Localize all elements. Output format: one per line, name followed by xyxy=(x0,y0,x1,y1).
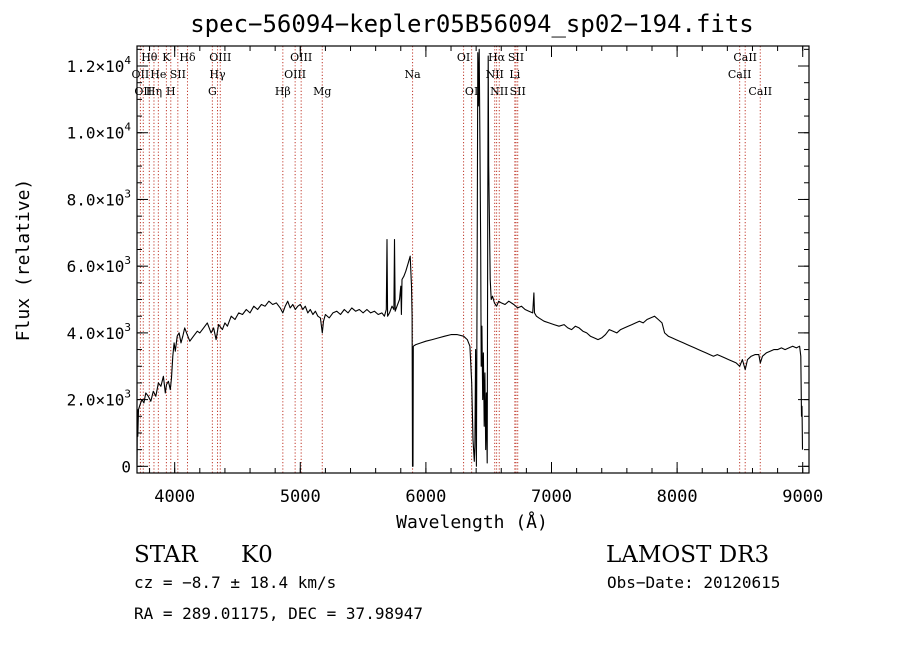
spectral-line-markers xyxy=(139,46,761,473)
line-marker-label-6: H xyxy=(166,85,176,98)
x-tick-label: 5000 xyxy=(280,487,321,507)
y-tick-label: 6.0×103 xyxy=(67,254,131,276)
x-tick-label: 7000 xyxy=(531,487,572,507)
line-marker-label-12: Hβ xyxy=(275,85,291,98)
line-marker-label-20: Hα xyxy=(488,51,506,64)
line-marker-label-26: CaII xyxy=(733,51,757,64)
plot-frame xyxy=(136,45,810,474)
line-marker-label-17: OI xyxy=(457,51,470,64)
y-axis-label: Flux (relative) xyxy=(13,179,34,342)
object-class: STAR xyxy=(134,542,198,568)
line-marker-label-19: NII xyxy=(486,68,504,81)
x-tick-label: 4000 xyxy=(154,487,195,507)
x-axis-label: Wavelength (Å) xyxy=(396,511,548,533)
line-marker-label-8: Hδ xyxy=(179,51,196,64)
line-marker-label-22: Li xyxy=(509,68,520,81)
x-tick-label: 6000 xyxy=(405,487,446,507)
object-subclass: K0 xyxy=(241,542,273,568)
line-marker-label-16: Na xyxy=(404,68,421,81)
line-marker-label-21: NII xyxy=(490,85,508,98)
line-marker-label-1: OII xyxy=(134,85,152,98)
line-marker-label-7: SII xyxy=(170,68,186,81)
series-line-flux xyxy=(136,48,804,467)
y-tick-label: 4.0×103 xyxy=(67,321,131,343)
survey-name: LAMOST DR3 xyxy=(606,542,769,568)
x-tick-label: 9000 xyxy=(782,487,823,507)
line-marker-label-27: CaII xyxy=(748,85,772,98)
line-marker-label-13: OIII xyxy=(284,68,306,81)
line-marker-label-24: SII xyxy=(510,85,526,98)
axes: 4000 5000 6000 7000 8000 9000 0 2.0×103 4.0×103 6… xyxy=(67,45,823,507)
y-tick-label: 8.0×103 xyxy=(67,187,131,209)
line-marker-label-23: SII xyxy=(508,51,524,64)
line-marker-label-10: Hγ xyxy=(209,68,226,81)
line-marker-label-4: He xyxy=(150,68,166,81)
obs-date-text: Obs−Date: 20120615 xyxy=(607,573,780,592)
y-tick-label: 2.0×103 xyxy=(67,388,131,410)
x-tick-label: 8000 xyxy=(657,487,698,507)
line-marker-label-2: Hθ xyxy=(141,51,158,64)
line-marker-label-3: Hη xyxy=(146,85,162,98)
redshift-text: cz = −8.7 ± 18.4 km/s xyxy=(134,573,336,592)
line-marker-label-18: OI xyxy=(465,85,478,98)
chart-title: spec−56094−kepler05B56094_sp02−194.fits xyxy=(190,10,754,38)
y-tick-label: 1.2×104 xyxy=(67,54,132,76)
line-marker-label-0: OII xyxy=(132,68,150,81)
coordinates-text: RA = 289.01175, DEC = 37.98947 xyxy=(134,604,423,623)
line-marker-label-5: K xyxy=(162,51,171,64)
line-marker-label-25: CaII xyxy=(728,68,752,81)
y-tick-label: 1.0×104 xyxy=(67,121,132,143)
line-marker-label-14: OIII xyxy=(290,51,312,64)
line-marker-labels: OII OII Hθ Hη He K H SII Hδ G Hγ OIII Hβ OIII OIII Mg Na… xyxy=(132,51,773,98)
line-marker-label-11: OIII xyxy=(209,51,231,64)
y-tick-label: 0 xyxy=(121,457,131,476)
flux-series xyxy=(136,48,804,467)
line-marker-label-15: Mg xyxy=(313,85,331,98)
line-marker-label-9: G xyxy=(208,85,217,98)
